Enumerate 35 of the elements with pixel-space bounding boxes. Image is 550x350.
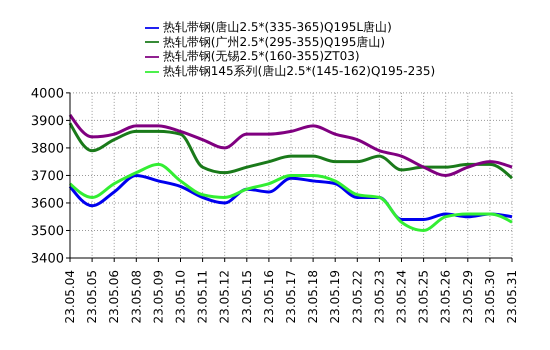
x-tick-label: 23.05.09	[151, 270, 166, 324]
x-tick-label: 23.05.12	[218, 270, 232, 324]
x-tick-label: 23.05.19	[328, 270, 342, 324]
line-series	[68, 113, 514, 177]
x-tick-label: 23.05.16	[262, 270, 276, 324]
x-tick-label: 23.05.23	[372, 270, 386, 324]
x-tick-label: 23.05.25	[416, 270, 431, 324]
x-tick-label: 23.05.17	[284, 270, 298, 324]
legend-label: 热轧带钢(广州2.5*(295-355)Q195唐山)	[162, 34, 386, 49]
y-tick-label: 3800	[30, 142, 64, 157]
legend-label: 热轧带钢(无锡2.5*(160-355)ZT03)	[162, 49, 360, 64]
x-tick-label: 23.05.08	[129, 270, 144, 324]
x-tick-label: 23.05.29	[460, 270, 475, 324]
x-tick-label: 23.05.06	[107, 270, 122, 324]
y-tick-label: 3900	[30, 114, 64, 130]
y-tick-label: 4000	[30, 86, 64, 102]
y-tick-label: 3400	[30, 252, 64, 267]
x-tick-label: 23.05.31	[505, 270, 519, 324]
x-tick-label: 23.05.24	[394, 270, 408, 324]
x-tick-label: 23.05.04	[63, 270, 77, 324]
line-series	[68, 162, 514, 232]
y-tick-label: 3500	[30, 224, 64, 240]
x-tick-label: 23.05.10	[174, 270, 188, 324]
legend-label: 热轧带钢(唐山2.5*(335-365)Q195L唐山)	[162, 20, 392, 34]
legend-label: 热轧带钢145系列(唐山2.5*(145-162)Q195-235)	[162, 64, 436, 78]
x-tick-label: 23.05.11	[196, 270, 210, 324]
x-tick-label: 23.05.18	[306, 270, 320, 324]
y-tick-label: 3600	[30, 196, 64, 212]
x-tick-label: 23.05.05	[85, 270, 100, 324]
x-tick-label: 23.05.15	[240, 270, 254, 324]
x-tick-label: 23.05.30	[482, 270, 497, 324]
line-series	[68, 122, 514, 180]
y-tick-label: 3700	[30, 169, 64, 184]
x-tick-label: 23.05.22	[350, 270, 364, 324]
x-tick-label: 23.05.26	[438, 270, 453, 324]
